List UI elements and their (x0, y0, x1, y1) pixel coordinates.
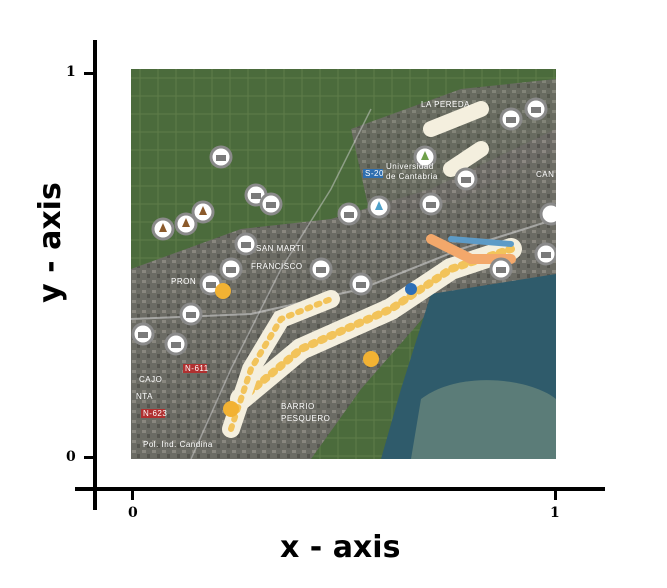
x-tick-0 (131, 490, 134, 500)
label-pronillo: PRON (171, 277, 196, 286)
y-axis-line (93, 40, 97, 510)
place-labels: LA PEREDA Universidad de Cantabria SAN M… (136, 100, 554, 449)
x-axis-line (75, 487, 605, 491)
label-de-cantabria: de Cantabria (386, 172, 438, 181)
x-tick-label-0: 0 (128, 505, 138, 521)
bay-shallows (411, 380, 556, 459)
museum-icon-glyphs (138, 107, 551, 348)
y-axis-title: y - axis (32, 182, 68, 303)
x-tick-label-1: 1 (550, 505, 560, 521)
label-universidad: Universidad (386, 162, 434, 171)
label-pesquero: PESQUERO (281, 414, 330, 423)
label-barrio: BARRIO (281, 402, 315, 411)
label-road-n611: N-611 (185, 364, 209, 373)
y-tick-1 (84, 72, 94, 75)
label-road-s20: S-20 (365, 169, 384, 178)
label-cajo: CAJO (139, 375, 162, 384)
x-tick-1 (554, 490, 557, 500)
label-pol-candina: Pol. Ind. Candina (143, 440, 213, 449)
special-pins (151, 145, 437, 417)
label-la-pereda: LA PEREDA (421, 100, 470, 109)
y-tick-label-0: 0 (66, 449, 76, 465)
label-cant: CAN (536, 170, 554, 179)
label-ronda: NTA (136, 392, 153, 401)
label-francisco: FRANCISCO (251, 262, 303, 271)
label-road-n623: N-623 (143, 409, 167, 418)
satellite-map: LA PEREDA Universidad de Cantabria SAN M… (131, 69, 556, 459)
museum-pins (131, 97, 556, 356)
label-san-martin: SAN MARTI (256, 244, 304, 253)
y-tick-label-1: 1 (66, 64, 76, 80)
y-tick-0 (84, 456, 94, 459)
x-axis-title: x - axis (280, 530, 401, 565)
marker-cluster-coast (222, 101, 522, 438)
road-secondary (190, 108, 372, 459)
